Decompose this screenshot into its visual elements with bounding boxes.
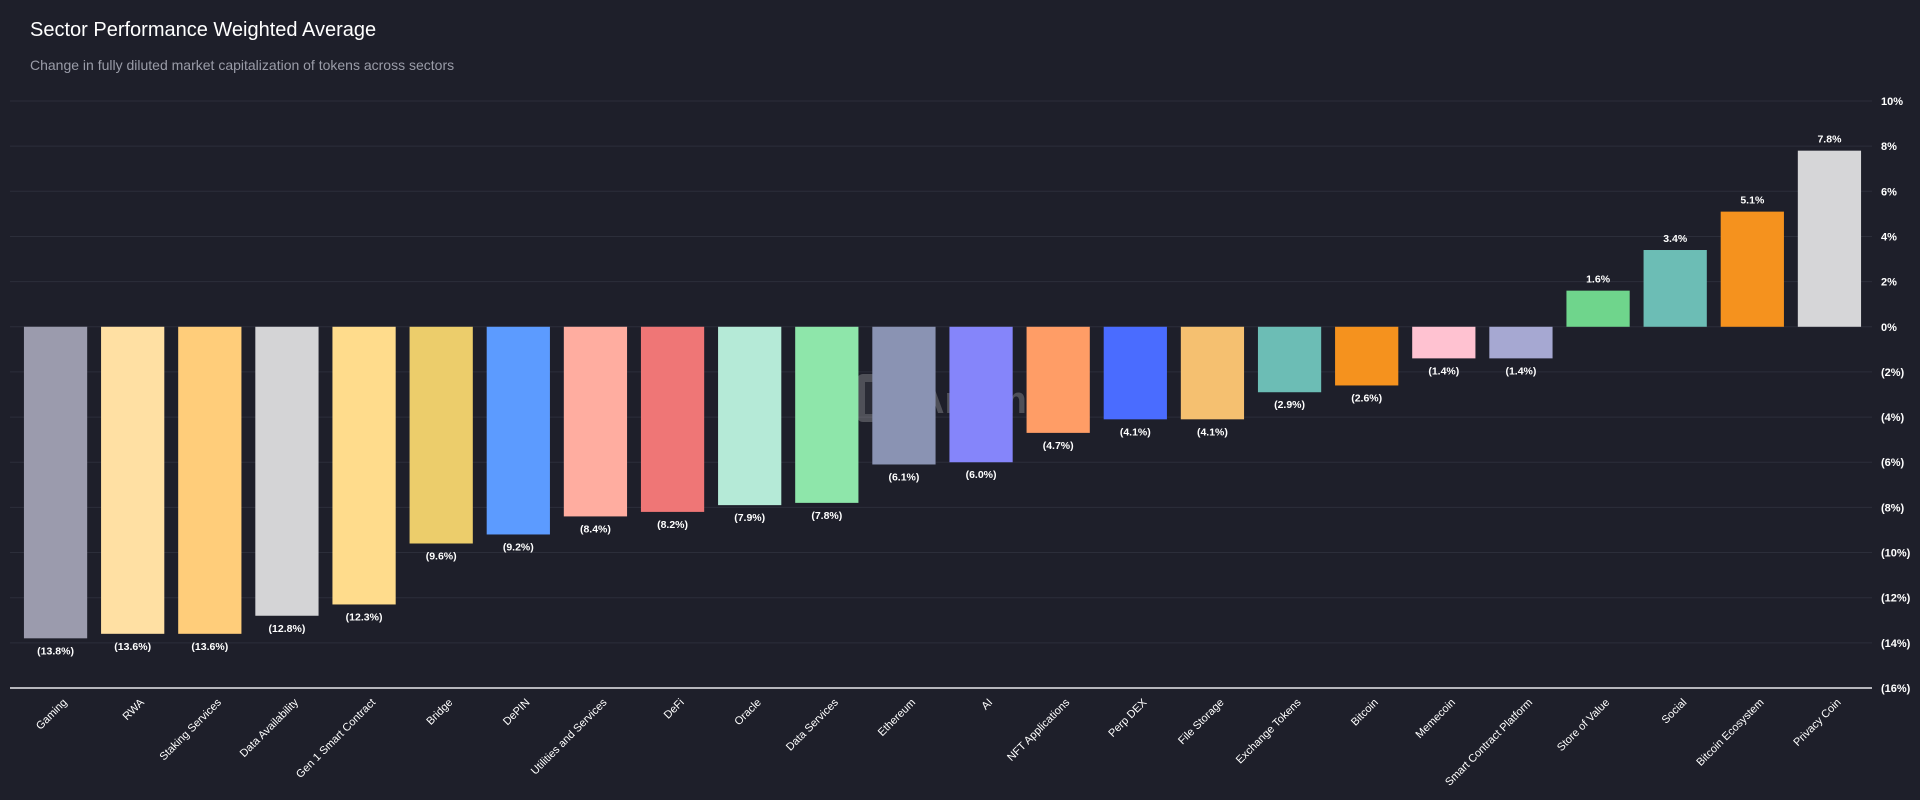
bar[interactable] — [486, 326, 550, 535]
x-tick-label: Gen 1 Smart Contract — [294, 697, 378, 781]
y-tick-label: (10%) — [1881, 548, 1911, 560]
bar[interactable] — [178, 326, 242, 634]
data-label: (2.6%) — [1351, 392, 1382, 404]
data-label: (9.6%) — [426, 551, 457, 563]
data-label: (6.1%) — [888, 471, 919, 483]
y-tick-label: (16%) — [1881, 683, 1911, 695]
x-tick-label: Memecoin — [1414, 697, 1458, 741]
y-tick-label: (14%) — [1881, 638, 1911, 650]
bar[interactable] — [1720, 211, 1784, 327]
data-label: (7.9%) — [734, 512, 765, 524]
x-tick-label: Smart Contract Platform — [1443, 697, 1535, 789]
x-axis: Gaming RWA Staking Services Data Availabili… — [34, 696, 1844, 788]
y-tick-label: 2% — [1881, 277, 1897, 289]
x-tick-label: File Storage — [1176, 697, 1226, 747]
data-label: (12.3%) — [346, 611, 383, 623]
y-tick-label: 10% — [1881, 96, 1903, 108]
bar[interactable] — [101, 326, 165, 634]
x-tick-label: Store of Value — [1555, 697, 1612, 754]
data-label: (13.6%) — [191, 641, 228, 653]
bar[interactable] — [409, 326, 473, 544]
bar[interactable] — [255, 326, 319, 616]
y-tick-label: (12%) — [1881, 593, 1911, 605]
x-tick-label: Staking Services — [158, 696, 225, 763]
data-label: (7.8%) — [811, 510, 842, 522]
data-label: (12.8%) — [269, 623, 306, 635]
y-tick-label: 4% — [1881, 231, 1897, 243]
data-label: 5.1% — [1740, 195, 1765, 207]
bar[interactable] — [563, 326, 628, 517]
chart-title: Sector Performance Weighted Average — [30, 19, 377, 41]
bar[interactable] — [795, 326, 859, 503]
bar[interactable] — [332, 326, 396, 605]
data-label: (2.9%) — [1274, 399, 1305, 411]
bar[interactable] — [640, 326, 705, 512]
x-tick-label: Data Availability — [238, 696, 302, 760]
data-label: (4.7%) — [1043, 440, 1074, 452]
bar[interactable] — [949, 326, 1013, 463]
data-label: (1.4%) — [1505, 365, 1536, 377]
x-tick-label: Perp DEX — [1106, 696, 1150, 740]
y-tick-label: (2%) — [1881, 367, 1905, 379]
y-tick-label: (4%) — [1881, 412, 1905, 424]
x-tick-label: Gaming — [34, 697, 70, 733]
bar[interactable] — [1489, 326, 1553, 359]
x-tick-label: NFT Applications — [1005, 696, 1072, 763]
bar[interactable] — [718, 326, 782, 506]
bar[interactable] — [1335, 326, 1399, 386]
bar[interactable] — [1797, 150, 1862, 327]
bar-series: (13.8%) (13.6%) (13.6%) (12.8%) (12.3%) (9.6%… — [23, 134, 1862, 657]
data-label: (13.6%) — [114, 641, 151, 653]
data-label: (13.8%) — [37, 645, 74, 657]
data-label: 3.4% — [1663, 233, 1688, 245]
y-tick-label: (8%) — [1881, 502, 1905, 514]
data-label: (1.4%) — [1428, 365, 1459, 377]
y-tick-label: (6%) — [1881, 457, 1905, 469]
x-tick-label: DeFi — [662, 697, 687, 722]
x-tick-label: RWA — [121, 696, 148, 723]
x-tick-label: Ethereum — [876, 697, 918, 739]
x-tick-label: Bridge — [424, 697, 455, 728]
bar[interactable] — [872, 326, 936, 465]
x-tick-label: Exchange Tokens — [1234, 696, 1304, 766]
data-label: (4.1%) — [1120, 426, 1151, 438]
data-label: (8.4%) — [580, 523, 611, 535]
x-tick-label: DePIN — [501, 697, 532, 728]
x-tick-label: AI — [979, 697, 995, 713]
data-label: (4.1%) — [1197, 426, 1228, 438]
bar[interactable] — [1026, 326, 1090, 433]
bar[interactable] — [1412, 326, 1476, 359]
x-tick-label: Bitcoin Ecosystem — [1694, 697, 1766, 769]
chart-subtitle: Change in fully diluted market capitaliz… — [30, 57, 455, 73]
bar[interactable] — [1257, 326, 1322, 393]
y-tick-label: 8% — [1881, 141, 1897, 153]
x-tick-label: Privacy Coin — [1791, 697, 1843, 749]
bar[interactable] — [1643, 250, 1707, 327]
x-tick-label: Bitcoin — [1349, 697, 1381, 729]
data-label: (8.2%) — [657, 519, 688, 531]
y-tick-label: 0% — [1881, 322, 1897, 334]
bar[interactable] — [1180, 326, 1245, 420]
y-axis: 10% 8% 6% 4% 2% 0% (2%) (4%) (6%) (8%) (10%) (12%) (… — [1881, 96, 1911, 695]
data-label: (9.2%) — [503, 541, 534, 553]
y-tick-label: 6% — [1881, 186, 1897, 198]
x-tick-label: Oracle — [732, 697, 763, 728]
x-tick-label: Utilities and Services — [529, 696, 610, 777]
data-label: 7.8% — [1817, 134, 1842, 146]
x-tick-label: Social — [1660, 697, 1690, 727]
bar[interactable] — [1566, 290, 1630, 327]
data-label: 1.6% — [1586, 274, 1611, 286]
bar[interactable] — [1103, 326, 1167, 420]
grid-lines — [10, 100, 1872, 689]
x-tick-label: Data Services — [784, 696, 841, 753]
bar[interactable] — [23, 326, 88, 639]
data-label: (6.0%) — [966, 469, 997, 481]
